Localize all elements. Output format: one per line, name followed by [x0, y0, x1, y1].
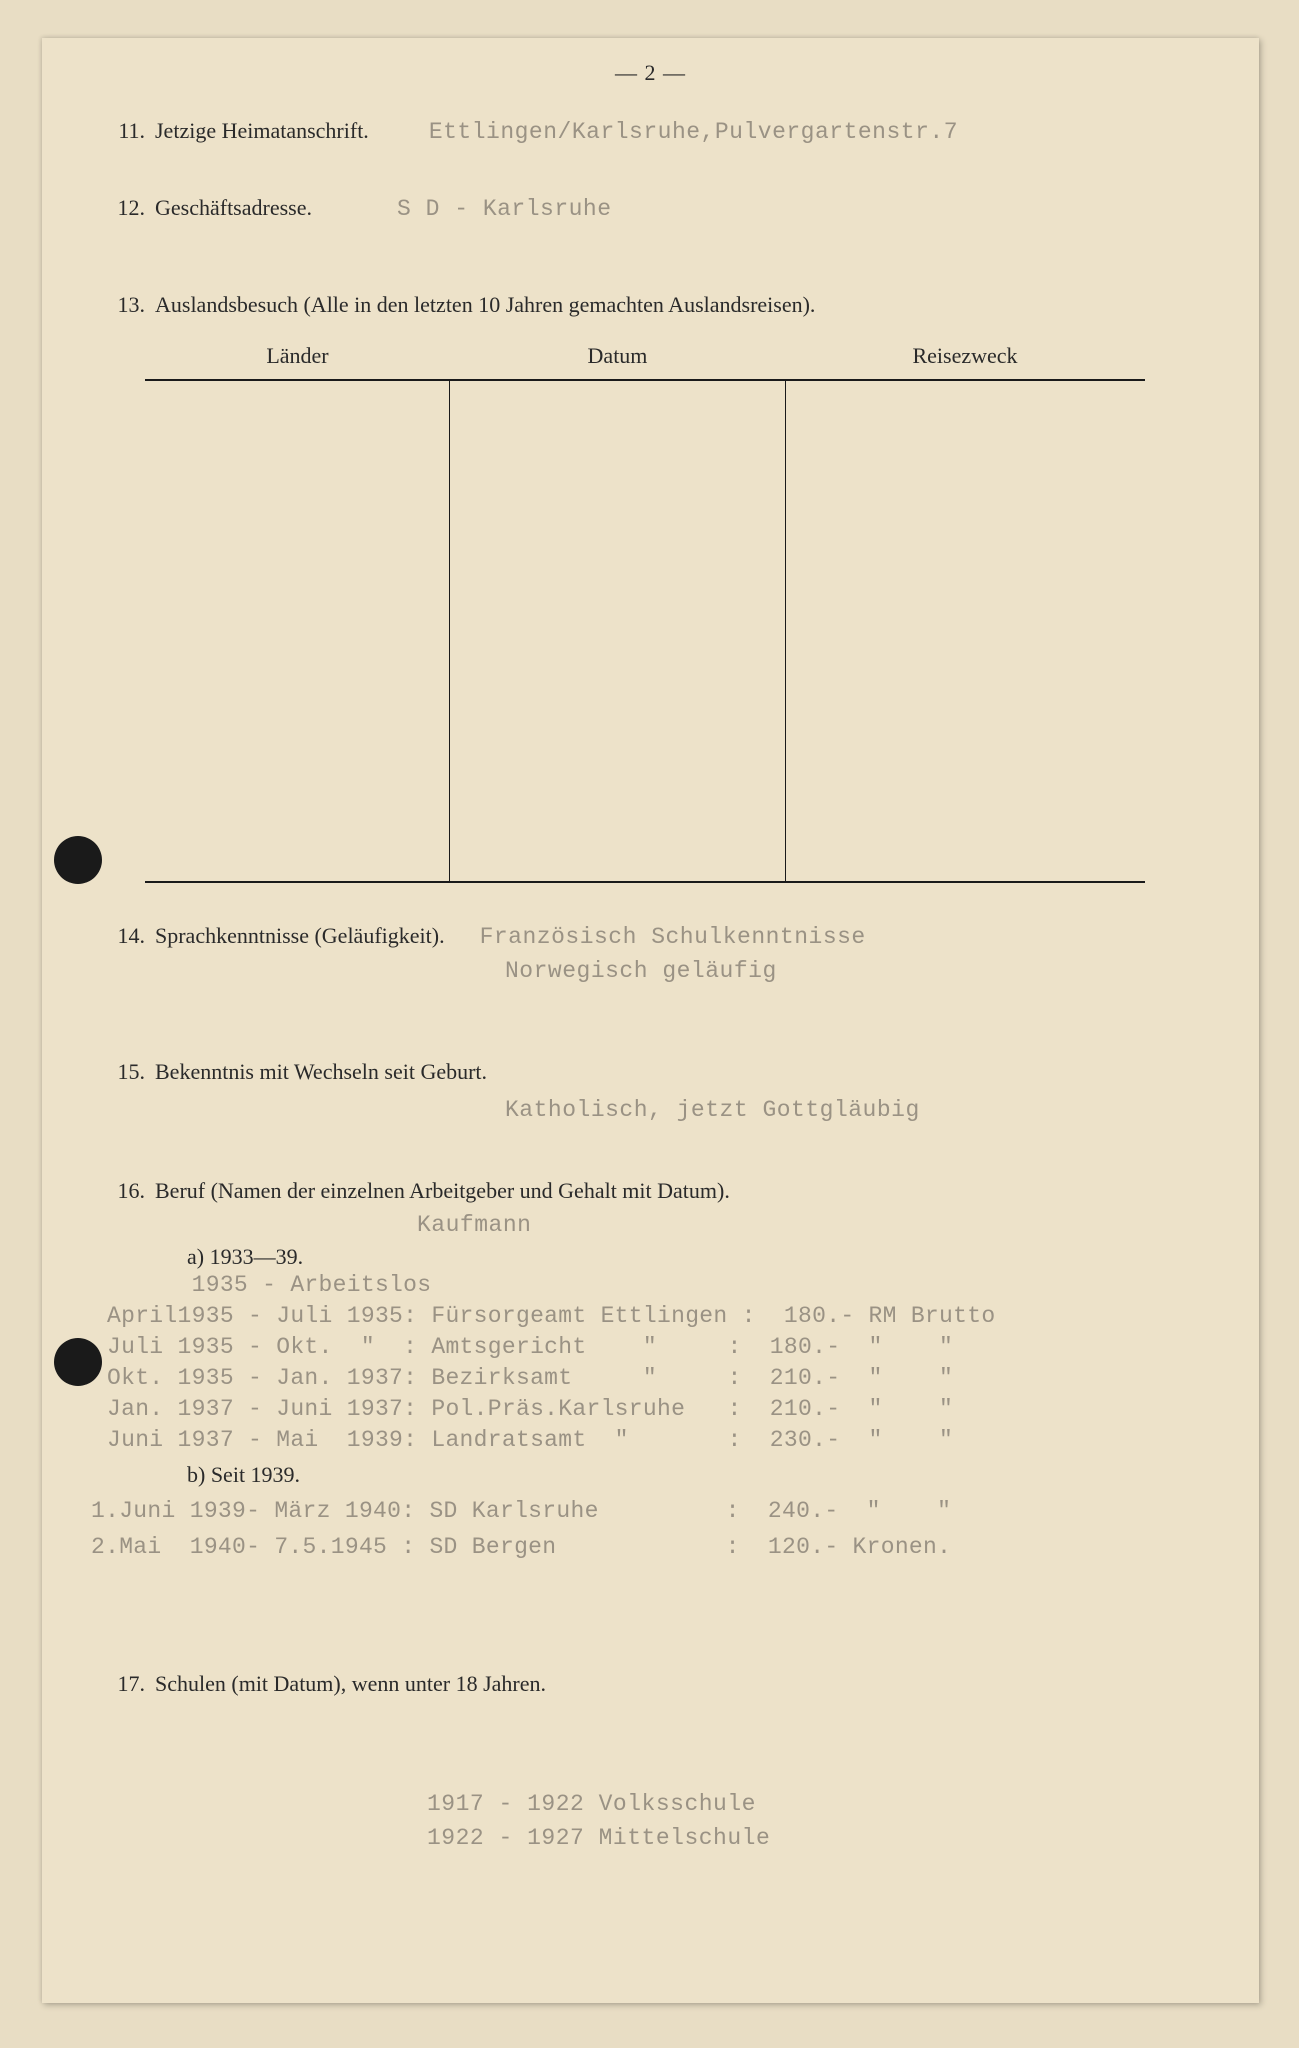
field-label: Beruf (Namen der einzelnen Arbeitgeber u… [155, 1178, 730, 1204]
field-label: Geschäftsadresse. [155, 195, 312, 221]
sub-a-label: a) 1933—39. [187, 1244, 1204, 1270]
col-header-date: Datum [450, 343, 785, 369]
field-11: 11. Jetzige Heimatanschrift. Ettlingen/K… [97, 118, 1204, 145]
field-17: 17. Schulen (mit Datum), wenn unter 18 J… [97, 1671, 1204, 1697]
punch-hole-icon [54, 836, 102, 884]
field-label: Bekenntnis mit Wechseln seit Geburt. [155, 1059, 487, 1085]
travel-table: Länder Datum Reisezweck [145, 343, 1145, 883]
field-label: Sprachkenntnisse (Geläufigkeit). [155, 923, 445, 949]
field-label: Auslandsbesuch (Alle in den letzten 10 J… [155, 292, 815, 318]
field-value-line2: Norwegisch geläufig [505, 958, 1204, 984]
schools-line1: 1917 - 1922 Volksschule [427, 1787, 1204, 1822]
jobs-since-1939: 1.Juni 1939- März 1940: SD Karlsruhe : 2… [91, 1494, 1204, 1565]
field-16-occupation: Kaufmann [417, 1212, 1204, 1238]
col-header-countries: Länder [145, 343, 450, 369]
field-label: Schulen (mit Datum), wenn unter 18 Jahre… [155, 1671, 546, 1697]
field-number: 15. [97, 1059, 155, 1085]
field-13: 13. Auslandsbesuch (Alle in den letzten … [97, 292, 1204, 318]
table-header: Länder Datum Reisezweck [145, 343, 1145, 379]
field-number: 14. [97, 923, 155, 949]
col-header-purpose: Reisezweck [785, 343, 1145, 369]
field-value: Ettlingen/Karlsruhe,Pulvergartenstr.7 [429, 119, 958, 145]
field-12: 12. Geschäftsadresse. S D - Karlsruhe [97, 195, 1204, 222]
punch-hole-icon [54, 1338, 102, 1386]
paper-sheet: — 2 — 11. Jetzige Heimatanschrift. Ettli… [42, 38, 1259, 2003]
content-area: 11. Jetzige Heimatanschrift. Ettlingen/K… [97, 118, 1204, 1856]
jobs-1933-39: 1935 - Arbeitslos April1935 - Juli 1935:… [107, 1270, 1204, 1456]
field-number: 11. [97, 118, 155, 144]
field-16: 16. Beruf (Namen der einzelnen Arbeitgeb… [97, 1178, 1204, 1204]
sub-b-label: b) Seit 1939. [187, 1462, 1204, 1488]
table-body [145, 379, 1145, 883]
field-15: 15. Bekenntnis mit Wechseln seit Geburt. [97, 1059, 1204, 1085]
page-container: — 2 — 11. Jetzige Heimatanschrift. Ettli… [0, 0, 1299, 2048]
field-value: Französisch Schulkenntnisse [480, 924, 866, 950]
field-number: 16. [97, 1178, 155, 1204]
page-number: — 2 — [615, 60, 686, 86]
field-value: Katholisch, jetzt Gottgläubig [505, 1097, 1204, 1123]
field-14: 14. Sprachkenntnisse (Geläufigkeit). Fra… [97, 923, 1204, 950]
field-number: 13. [97, 292, 155, 318]
table-col [145, 381, 449, 881]
table-col [785, 381, 1145, 881]
field-label: Jetzige Heimatanschrift. [155, 118, 369, 144]
schools-line2: 1922 - 1927 Mittelschule [427, 1821, 1204, 1856]
field-value: S D - Karlsruhe [397, 196, 612, 222]
field-number: 17. [97, 1671, 155, 1697]
table-col [449, 381, 784, 881]
field-number: 12. [97, 195, 155, 221]
field-17-values: 1917 - 1922 Volksschule 1922 - 1927 Mitt… [427, 1787, 1204, 1856]
